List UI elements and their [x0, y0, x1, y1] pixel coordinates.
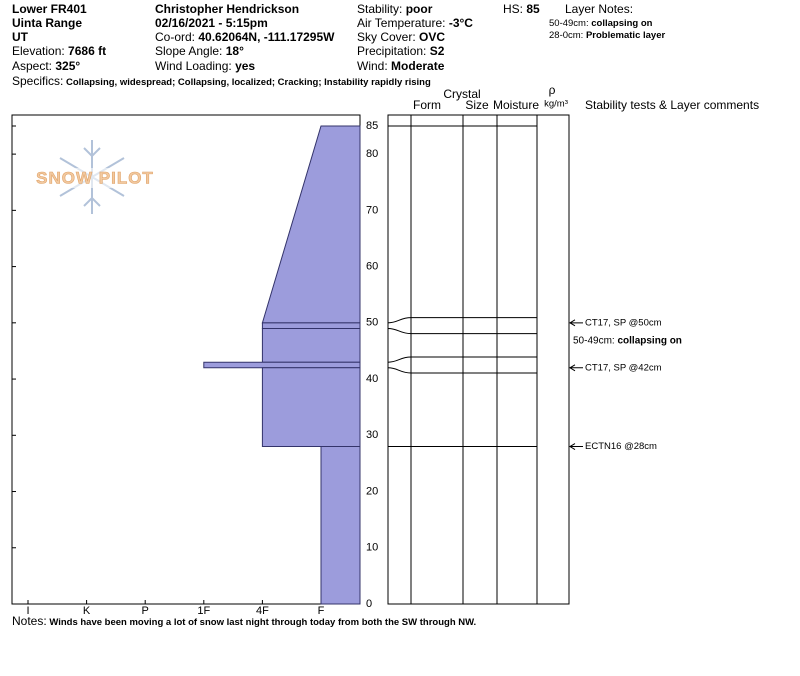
hardness-label: 1F	[197, 605, 210, 617]
header-field: 02/16/2021 - 5:15pm	[155, 16, 268, 30]
layer-notes-title: Layer Notes:	[565, 2, 633, 16]
header-field-value: 18°	[226, 44, 244, 58]
specifics-value: Collapsing, widespread; Collapsing, loca…	[66, 77, 431, 88]
boundary-connector	[387, 367, 412, 374]
header-field-label: Co-ord:	[155, 30, 195, 44]
header-field-value: yes	[235, 59, 255, 73]
column-header: kg/m³	[544, 99, 568, 110]
hs: HS: 85	[503, 2, 540, 16]
depth-label: 60	[366, 260, 378, 272]
depth-label: 0	[366, 598, 372, 610]
notes-label: Notes:	[12, 614, 47, 628]
header-field: Christopher Hendrickson	[155, 2, 299, 16]
layer-note-label: 28-0cm:	[549, 30, 583, 41]
test-label: CT17, SP @42cm	[585, 362, 662, 373]
specifics: Specifics: Collapsing, widespread; Colla…	[12, 74, 431, 88]
layer-comment: 50-49cm: collapsing on	[573, 335, 682, 346]
depth-label: 40	[366, 373, 378, 385]
depth-label: 50	[366, 317, 378, 329]
header-field-value: S2	[430, 44, 445, 58]
column-header: Crystal	[443, 87, 480, 101]
boundary-connector	[387, 327, 412, 335]
layer-note: 28-0cm: Problematic layer	[549, 30, 665, 41]
column-header: ρ	[549, 83, 556, 97]
header-field-label: Wind Loading:	[155, 59, 232, 73]
logo-backdrop	[36, 168, 154, 188]
notes: Notes: Winds have been moving a lot of s…	[12, 614, 476, 628]
depth-label: 80	[366, 148, 378, 160]
layer-comment-label: 50-49cm:	[573, 335, 615, 346]
test-arrow	[569, 443, 583, 450]
hardness-layer	[320, 446, 361, 605]
header-field-label: Slope Angle:	[155, 44, 222, 58]
column-header: Stability tests & Layer comments	[585, 98, 759, 112]
depth-label: 70	[366, 204, 378, 216]
hardness-label: K	[83, 605, 91, 617]
layer-note: 50-49cm: collapsing on	[549, 18, 653, 29]
boundary-connector	[387, 356, 412, 363]
header-field-label: Elevation:	[12, 44, 65, 58]
specifics-label: Specifics:	[12, 74, 63, 88]
depth-label: 85	[366, 120, 378, 132]
layer-comment-value: collapsing on	[617, 335, 681, 346]
hardness-label: 4F	[256, 605, 269, 617]
layer-note-label: 50-49cm:	[549, 18, 589, 29]
column-header: Size	[465, 98, 489, 112]
header-field: Wind Loading: yes	[155, 59, 255, 73]
header-field: Air Temperature: -3°C	[357, 16, 473, 30]
header-field-value: OVC	[419, 30, 445, 44]
column-header: Form	[413, 98, 441, 112]
header-field: Uinta Range	[12, 16, 82, 30]
test-label: CT17, SP @50cm	[585, 317, 662, 328]
logo-text: SNOW PILOT	[36, 168, 154, 187]
header-field-label: Sky Cover:	[357, 30, 416, 44]
header-field: Lower FR401	[12, 2, 87, 16]
hardness-layer	[203, 361, 361, 369]
header-field: Stability: poor	[357, 2, 433, 16]
header-field: UT	[12, 30, 29, 44]
header-field-value: 7686 ft	[68, 44, 106, 58]
header-field-value: Moderate	[391, 59, 445, 73]
depth-label: 20	[366, 485, 378, 497]
column-dividers	[410, 115, 570, 604]
test-arrow	[569, 319, 583, 327]
header-field-label: Precipitation:	[357, 44, 426, 58]
header-field: Elevation: 7686 ft	[12, 44, 106, 58]
layer-note-value: collapsing on	[591, 18, 652, 29]
depth-label: 10	[366, 542, 378, 554]
test-label: ECTN16 @28cm	[585, 441, 657, 452]
header-field: Precipitation: S2	[357, 44, 445, 58]
boundary-connector	[387, 317, 412, 324]
hardness-label: I	[26, 605, 29, 617]
header-field: Wind: Moderate	[357, 59, 445, 73]
column-header: Moisture	[493, 98, 539, 112]
header-field-label: Aspect:	[12, 59, 52, 73]
hardness-layer	[261, 327, 361, 363]
header-field-value: -3°C	[449, 16, 473, 30]
hardness-layer	[261, 367, 361, 448]
hardness-label: P	[142, 605, 149, 617]
header-field: Co-ord: 40.62064N, -111.17295W	[155, 30, 335, 44]
hardness-layer	[261, 322, 361, 329]
header-field: Slope Angle: 18°	[155, 44, 244, 58]
depth-label: 30	[366, 429, 378, 441]
header-field-label: Air Temperature:	[357, 16, 445, 30]
header-field: Aspect: 325°	[12, 59, 80, 73]
header-field-value: poor	[406, 2, 433, 16]
header-field-label: Wind:	[357, 59, 388, 73]
test-arrow	[569, 364, 583, 372]
header-field-value: 325°	[55, 59, 80, 73]
hs-label: HS:	[503, 2, 523, 16]
layer-note-value: Problematic layer	[586, 30, 666, 41]
hs-value: 85	[526, 2, 540, 16]
header-field-value: 40.62064N, -111.17295W	[198, 30, 335, 44]
hardness-label: F	[318, 605, 325, 617]
header-field: Sky Cover: OVC	[357, 30, 445, 44]
header-field-label: Stability:	[357, 2, 402, 16]
notes-value: Winds have been moving a lot of snow las…	[49, 617, 476, 628]
